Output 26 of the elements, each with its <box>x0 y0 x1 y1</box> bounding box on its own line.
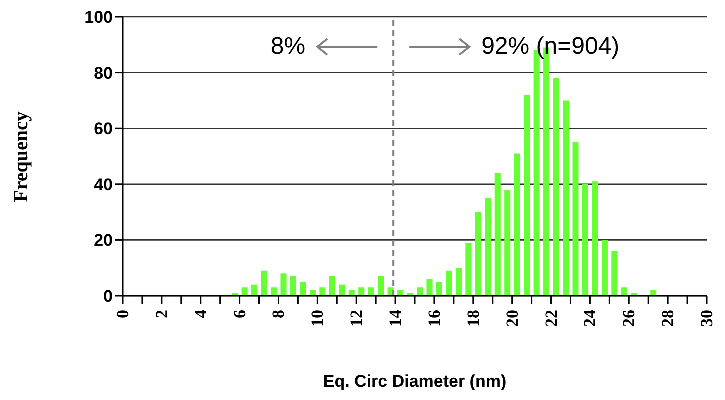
x-tick-label: 2 <box>152 310 172 318</box>
x-tick-label: 22 <box>542 310 561 327</box>
x-tick-label: 26 <box>620 310 639 327</box>
x-tick-label: 4 <box>191 310 210 318</box>
x-tick-label: 24 <box>580 310 600 327</box>
y-tick-label: 40 <box>94 175 113 194</box>
y-axis-title: Frequency <box>10 111 34 202</box>
annotation: 8% <box>270 33 306 61</box>
x-tick-label: 8 <box>269 310 288 318</box>
x-tick-label: 20 <box>502 310 522 327</box>
x-tick-label: 6 <box>230 310 250 318</box>
y-tick-label: 0 <box>104 287 113 306</box>
x-tick-label: 14 <box>386 310 406 327</box>
x-tick-label: 0 <box>114 310 132 318</box>
x-tick-label: 28 <box>658 310 678 327</box>
annotation: 92% (n=904) <box>482 33 620 61</box>
x-tick-label: 16 <box>424 310 444 327</box>
y-tick-label: 20 <box>94 231 113 250</box>
x-axis-title: Eq. Circ Diameter (nm) <box>323 372 507 392</box>
x-tick-label: 10 <box>308 310 328 327</box>
x-tick-label: 12 <box>347 310 366 327</box>
x-tick-label: 30 <box>698 310 716 327</box>
y-tick-label: 60 <box>94 120 113 139</box>
y-tick-label: 80 <box>94 64 113 83</box>
x-tick-label: 18 <box>464 310 483 327</box>
y-tick-label: 100 <box>84 8 113 28</box>
